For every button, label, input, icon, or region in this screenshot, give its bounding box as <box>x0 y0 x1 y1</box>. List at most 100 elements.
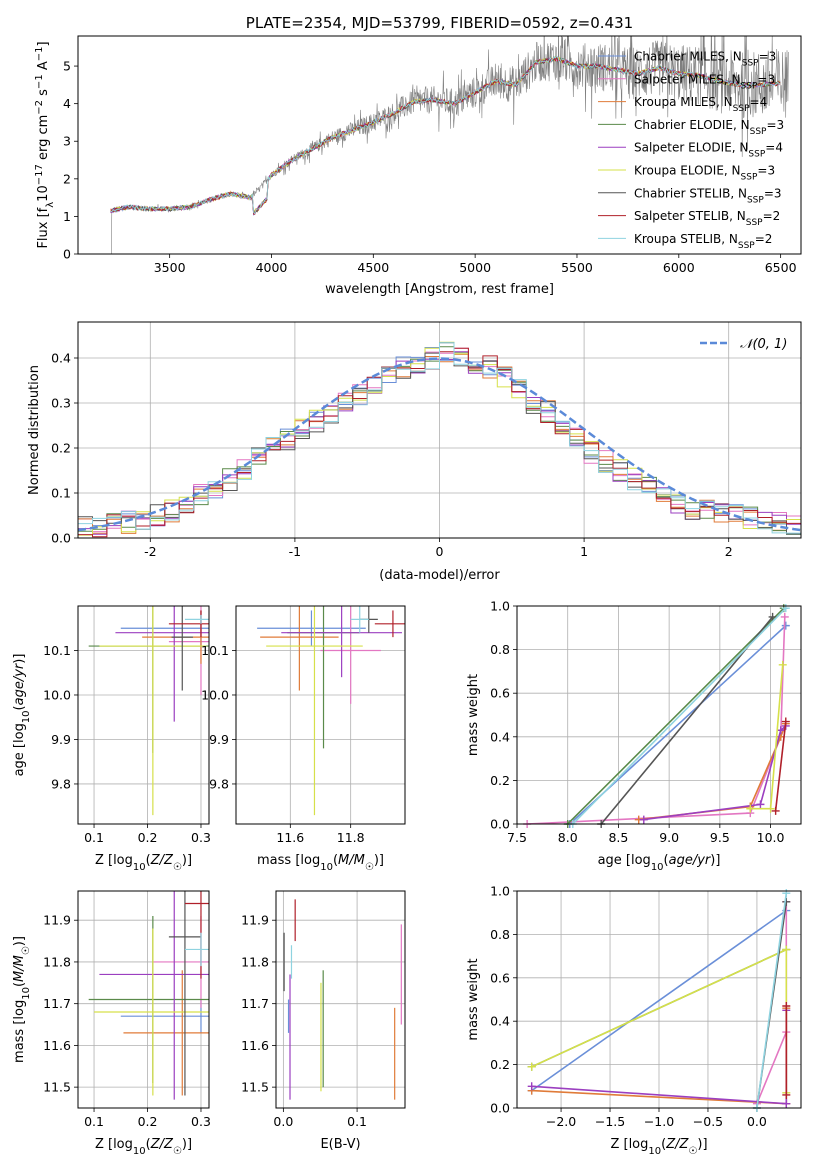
tick-label-y: 0.4 <box>51 351 71 366</box>
axes-frame <box>275 890 406 1109</box>
tick-label-y: 1 <box>63 209 71 224</box>
x-axis-label: age [log10(age/yr)] <box>598 853 721 873</box>
tick-label-y: 11.9 <box>241 913 269 928</box>
tick-label-x: 5500 <box>561 260 593 275</box>
weight-marker-6-1 <box>782 897 791 906</box>
tick-label-y: 10.0 <box>43 687 71 702</box>
legend-entry-4: Salpeter ELODIE, NSSP=4 <box>634 141 783 160</box>
weight-marker-4-1 <box>756 800 765 809</box>
weight-marker-7-0 <box>782 1090 791 1099</box>
axes-5: 0.1 0.2 0.3 11.5 11.6 11.7 11.8 11.9 <box>43 890 211 1129</box>
tick-label-y: 5 <box>63 59 71 74</box>
weight-marker-7-1 <box>781 717 790 726</box>
weight-line-8 <box>756 893 788 1108</box>
weight-marker-4-0 <box>639 815 648 824</box>
tick-label-x: 0 <box>436 544 444 559</box>
legend-entry-2: Kroupa MILES, NSSP=4 <box>634 95 767 114</box>
x-axis-label: Z [log10(Z/Z☉)] <box>95 853 192 873</box>
tick-label-x: 0.3 <box>191 830 211 845</box>
weight-marker-5-1 <box>782 945 791 954</box>
weight-line-8 <box>572 607 787 824</box>
tick-label-y: 0.1 <box>51 486 71 501</box>
tick-label-x: −1.0 <box>644 1114 674 1129</box>
y-axis-label: age [log10(age/yr)] <box>12 654 32 777</box>
weight-marker-8-1 <box>782 889 791 898</box>
tick-label-y: 0.2 <box>490 773 510 788</box>
legend-entry-gaussian: 𝒩(0, 1) <box>740 337 787 352</box>
y-axis-label: mass [log10(M/M☉)] <box>12 936 32 1063</box>
legend-entry-7: Salpeter STELIB, NSSP=2 <box>634 209 780 228</box>
weight-marker-7-1 <box>782 1002 791 1011</box>
axes-frame <box>77 605 210 825</box>
tick-label-y: 0.0 <box>490 1101 510 1116</box>
x-axis-label: (data-model)/error <box>379 568 500 583</box>
tick-label-x: 6500 <box>765 260 797 275</box>
axes-0: 3500 4000 4500 5000 5500 6000 6500 0 1 2 3 4 5 Chabri… <box>63 35 802 275</box>
tick-label-x: -2 <box>144 544 156 559</box>
tick-label-x: -1 <box>289 544 301 559</box>
tick-label-x: 11.8 <box>337 830 365 845</box>
weight-marker-4-0 <box>527 1082 536 1091</box>
tick-label-y: 0.3 <box>51 396 71 411</box>
tick-label-x: 10.0 <box>757 830 785 845</box>
axes-frame <box>77 321 802 539</box>
tick-label-y: 10.1 <box>201 643 229 658</box>
weight-marker-4-1 <box>782 1099 791 1108</box>
tick-label-x: 0.2 <box>138 830 158 845</box>
weight-line-3 <box>567 607 785 824</box>
tick-label-y: 9.8 <box>51 776 71 791</box>
chart-title: PLATE=2354, MJD=53799, FIBERID=0592, z=0… <box>246 14 633 32</box>
axes-frame <box>516 605 802 825</box>
tick-label-x: 0.3 <box>191 1114 211 1129</box>
y-axis-label: mass weight <box>466 674 481 756</box>
axes-frame <box>516 890 802 1109</box>
tick-label-x: 9.0 <box>659 830 679 845</box>
weight-marker-5-0 <box>527 1062 536 1071</box>
tick-label-x: 8.0 <box>558 830 578 845</box>
tick-label-x: 9.5 <box>710 830 730 845</box>
tick-label-y: 4 <box>63 96 71 111</box>
x-axis-label: Z [log10(Z/Z☉)] <box>95 1137 192 1157</box>
tick-label-y: 11.5 <box>43 1080 71 1095</box>
axes-1: -2 -1 0 1 2 0.0 0.1 0.2 0.3 0.4 𝒩(0, 1) <box>51 321 802 559</box>
x-axis-label: E(B-V) <box>320 1137 360 1152</box>
legend-entry-8: Kroupa STELIB, NSSP=2 <box>634 232 772 251</box>
tick-label-y: 11.6 <box>43 1038 71 1053</box>
tick-label-x: 4000 <box>256 260 288 275</box>
model-spectrum-line-8 <box>110 55 781 215</box>
axes-4: 7.5 8.0 8.5 9.0 9.5 10.0 0.0 0.2 0.4 0.6 0.8 1.0 <box>490 599 802 845</box>
legend-entry-0: Chabrier MILES, NSSP=3 <box>634 50 776 69</box>
tick-label-x: 0.1 <box>84 1114 104 1129</box>
weight-marker-5-1 <box>766 804 775 813</box>
tick-label-y: 0.0 <box>490 817 510 832</box>
tick-label-y: 9.9 <box>51 732 71 747</box>
tick-label-y: 0.4 <box>490 1014 510 1029</box>
histogram-step-8 <box>78 342 801 534</box>
legend-entry-1: Salpeter MILES, NSSP=3 <box>634 72 775 91</box>
tick-label-y: 11.8 <box>241 954 269 969</box>
tick-label-x: 0.0 <box>273 1114 293 1129</box>
tick-label-y: 10.1 <box>43 643 71 658</box>
tick-label-y: 11.9 <box>43 913 71 928</box>
tick-label-y: 0.0 <box>51 531 71 546</box>
axes-2: 0.1 0.2 0.3 9.8 9.9 10.0 10.1 <box>43 605 211 845</box>
y-axis-label: Normed distribution <box>27 365 42 495</box>
tick-label-y: 0.8 <box>490 642 510 657</box>
weight-line-7 <box>774 721 787 811</box>
tick-label-y: 11.5 <box>241 1080 269 1095</box>
tick-label-y: 10.0 <box>201 687 229 702</box>
tick-label-x: 7.5 <box>507 830 527 845</box>
tick-label-x: 0.0 <box>747 1114 767 1129</box>
tick-label-x: 6000 <box>663 260 695 275</box>
gaussian-curve <box>78 357 801 532</box>
axes-frame <box>77 35 802 255</box>
tick-label-y: 3 <box>63 134 71 149</box>
tick-label-y: 11.8 <box>43 954 71 969</box>
tick-label-x: −2.0 <box>546 1114 576 1129</box>
legend-entry-5: Kroupa ELODIE, NSSP=3 <box>634 164 775 183</box>
x-axis-label: wavelength [Angstrom, rest frame] <box>325 282 554 297</box>
tick-label-y: 9.9 <box>209 732 229 747</box>
tick-label-x: 1 <box>580 544 588 559</box>
tick-label-y: 9.8 <box>209 776 229 791</box>
